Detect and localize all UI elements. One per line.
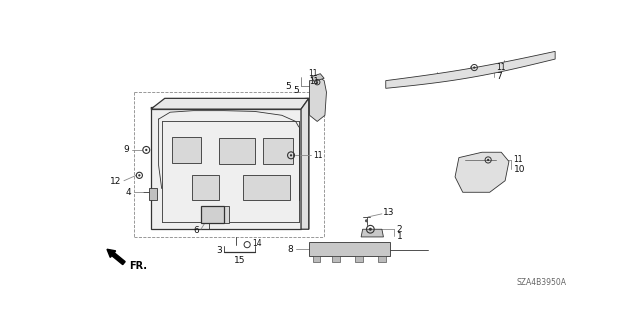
- Text: FR.: FR.: [129, 261, 147, 271]
- Polygon shape: [455, 152, 509, 192]
- Text: 7: 7: [496, 72, 502, 81]
- Circle shape: [138, 174, 141, 176]
- Text: 15: 15: [234, 256, 245, 265]
- Text: 10: 10: [513, 165, 525, 174]
- Polygon shape: [201, 206, 224, 223]
- Polygon shape: [192, 175, 219, 200]
- Circle shape: [473, 66, 476, 69]
- Circle shape: [316, 81, 318, 83]
- Text: 14: 14: [253, 239, 262, 249]
- Polygon shape: [148, 189, 157, 200]
- Polygon shape: [308, 242, 390, 256]
- Text: 11: 11: [310, 77, 319, 86]
- Polygon shape: [301, 98, 308, 229]
- Text: 9: 9: [124, 145, 129, 154]
- Circle shape: [290, 154, 292, 157]
- Text: 4: 4: [126, 188, 132, 197]
- Text: SZA4B3950A: SZA4B3950A: [516, 278, 566, 287]
- Polygon shape: [219, 138, 255, 164]
- Polygon shape: [361, 229, 383, 237]
- Text: 1: 1: [397, 232, 403, 241]
- Polygon shape: [262, 138, 293, 164]
- Circle shape: [369, 228, 372, 231]
- Polygon shape: [312, 256, 320, 262]
- Text: 11: 11: [314, 151, 323, 160]
- Polygon shape: [386, 51, 555, 88]
- Circle shape: [365, 219, 368, 222]
- Text: 13: 13: [383, 208, 395, 217]
- Polygon shape: [355, 256, 363, 262]
- Polygon shape: [206, 206, 230, 223]
- Text: 11: 11: [308, 69, 317, 78]
- Text: 6: 6: [193, 226, 198, 234]
- Text: 5: 5: [285, 82, 291, 91]
- Text: 3: 3: [217, 246, 223, 255]
- Polygon shape: [310, 77, 326, 122]
- Polygon shape: [378, 256, 386, 262]
- Text: 11: 11: [513, 155, 523, 164]
- FancyArrow shape: [107, 249, 125, 264]
- Polygon shape: [311, 74, 324, 81]
- Polygon shape: [151, 98, 308, 109]
- Polygon shape: [172, 137, 201, 163]
- Circle shape: [487, 159, 490, 161]
- Text: 5: 5: [294, 86, 300, 95]
- Polygon shape: [332, 256, 340, 262]
- Text: 12: 12: [110, 177, 122, 186]
- Text: 2: 2: [397, 225, 402, 234]
- Text: 8: 8: [287, 245, 293, 254]
- Text: 11: 11: [496, 63, 506, 72]
- Polygon shape: [243, 175, 289, 200]
- Polygon shape: [151, 109, 301, 229]
- Polygon shape: [151, 98, 308, 229]
- Circle shape: [145, 149, 147, 151]
